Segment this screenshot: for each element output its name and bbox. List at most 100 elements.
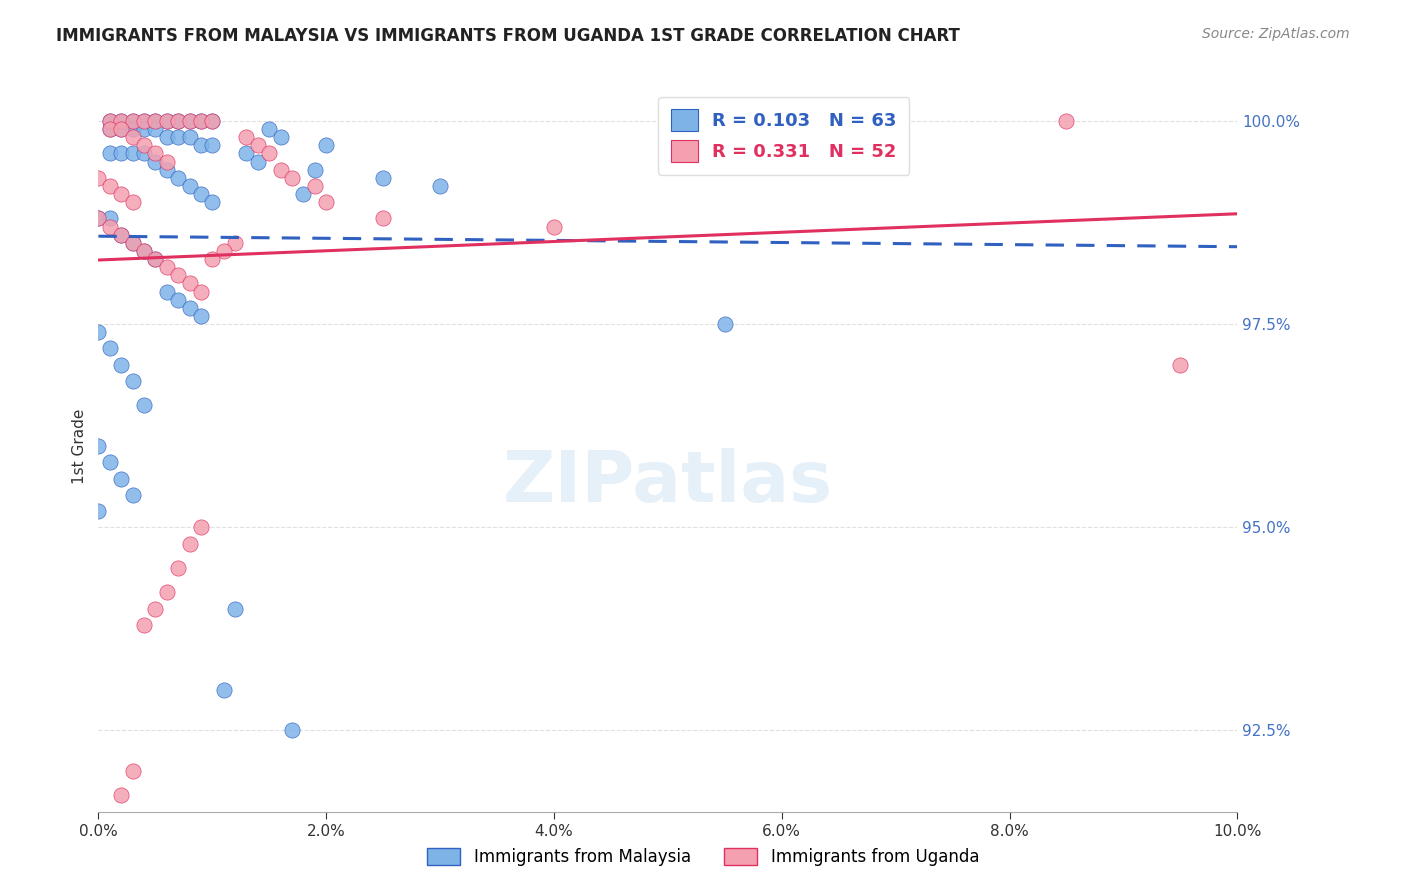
Point [167, 268, 190, 283]
Point [167, 130, 190, 145]
Point [246, 154, 269, 169]
Point [167, 170, 190, 185]
Point [179, 178, 201, 193]
Point [212, 682, 235, 697]
Point [121, 122, 143, 136]
Point [110, 227, 132, 242]
Point [98, 219, 121, 234]
Point [132, 398, 155, 412]
Point [201, 114, 224, 128]
Point [87, 504, 110, 518]
Point [235, 130, 257, 145]
Point [132, 138, 155, 153]
Point [110, 114, 132, 128]
Point [1170, 358, 1192, 372]
Point [121, 488, 143, 502]
Text: ZIPatlas: ZIPatlas [503, 448, 832, 517]
Point [179, 301, 201, 315]
Point [212, 244, 235, 258]
Point [190, 114, 212, 128]
Point [373, 170, 395, 185]
Point [190, 520, 212, 534]
Point [714, 317, 737, 331]
Point [121, 195, 143, 210]
Point [132, 114, 155, 128]
Point [235, 146, 257, 161]
Point [167, 114, 190, 128]
Point [145, 154, 167, 169]
Point [98, 211, 121, 226]
Y-axis label: 1st Grade: 1st Grade [72, 409, 87, 483]
Point [190, 138, 212, 153]
Point [121, 764, 143, 778]
Point [190, 309, 212, 323]
Point [132, 146, 155, 161]
Point [110, 471, 132, 485]
Point [304, 162, 326, 177]
Point [87, 439, 110, 453]
Point [98, 342, 121, 356]
Point [87, 170, 110, 185]
Point [201, 252, 224, 266]
Point [121, 114, 143, 128]
Point [429, 178, 451, 193]
Point [121, 114, 143, 128]
Point [110, 789, 132, 803]
Point [110, 114, 132, 128]
Point [132, 244, 155, 258]
Point [543, 219, 565, 234]
Point [270, 162, 292, 177]
Point [98, 114, 121, 128]
Point [132, 244, 155, 258]
Point [132, 617, 155, 632]
Point [281, 723, 304, 738]
Point [145, 252, 167, 266]
Point [179, 536, 201, 550]
Point [121, 235, 143, 250]
Point [121, 130, 143, 145]
Point [121, 374, 143, 388]
Point [121, 146, 143, 161]
Point [190, 285, 212, 299]
Point [1056, 114, 1078, 128]
Point [315, 195, 337, 210]
Point [98, 455, 121, 469]
Point [156, 130, 179, 145]
Point [179, 114, 201, 128]
Point [315, 138, 337, 153]
Point [167, 114, 190, 128]
Point [201, 138, 224, 153]
Point [145, 114, 167, 128]
Legend: R = 0.103   N = 63, R = 0.331   N = 52: R = 0.103 N = 63, R = 0.331 N = 52 [658, 96, 910, 175]
Point [179, 130, 201, 145]
Point [145, 122, 167, 136]
Point [98, 146, 121, 161]
Point [87, 211, 110, 226]
Point [190, 114, 212, 128]
Point [110, 122, 132, 136]
Point [156, 162, 179, 177]
Point [304, 178, 326, 193]
Point [110, 122, 132, 136]
Legend: Immigrants from Malaysia, Immigrants from Uganda: Immigrants from Malaysia, Immigrants fro… [419, 840, 987, 875]
Point [224, 235, 246, 250]
Point [201, 195, 224, 210]
Point [167, 293, 190, 307]
Point [110, 227, 132, 242]
Point [224, 601, 246, 615]
Point [167, 561, 190, 575]
Point [281, 170, 304, 185]
Point [110, 146, 132, 161]
Point [98, 122, 121, 136]
Point [156, 585, 179, 599]
Point [145, 252, 167, 266]
Point [292, 187, 315, 202]
Point [270, 130, 292, 145]
Point [156, 154, 179, 169]
Point [98, 114, 121, 128]
Point [190, 187, 212, 202]
Point [110, 187, 132, 202]
Point [201, 114, 224, 128]
Point [179, 277, 201, 291]
Point [87, 325, 110, 339]
